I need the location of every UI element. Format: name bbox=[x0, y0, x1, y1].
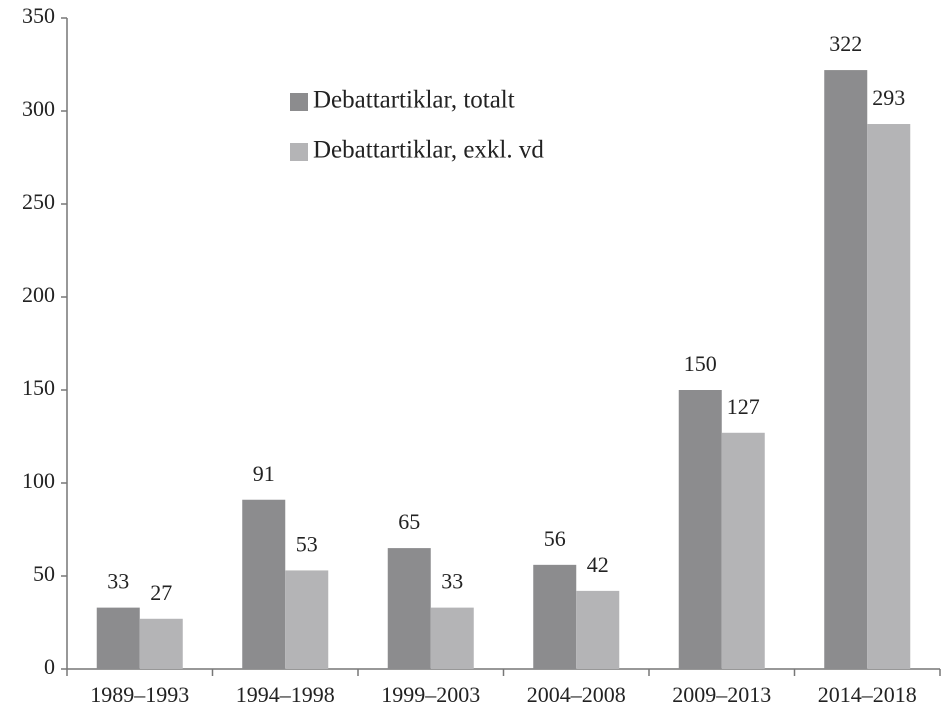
bar bbox=[242, 499, 286, 669]
bar bbox=[139, 618, 183, 669]
y-tick-label: 50 bbox=[33, 561, 55, 586]
data-label: 127 bbox=[727, 394, 760, 419]
y-tick-label: 200 bbox=[22, 282, 55, 307]
bar bbox=[576, 590, 620, 669]
y-tick-label: 250 bbox=[22, 189, 55, 214]
y-tick-label: 300 bbox=[22, 96, 55, 121]
bar bbox=[824, 70, 868, 669]
y-tick-label: 100 bbox=[22, 468, 55, 493]
bar bbox=[533, 564, 577, 669]
data-label: 42 bbox=[587, 552, 609, 577]
data-label: 53 bbox=[296, 531, 318, 556]
data-label: 33 bbox=[441, 569, 463, 594]
x-tick-label: 1994–1998 bbox=[236, 682, 335, 707]
bar bbox=[96, 607, 140, 669]
x-tick-label: 1989–1993 bbox=[90, 682, 189, 707]
bar bbox=[678, 390, 722, 669]
legend-swatch bbox=[290, 93, 308, 111]
data-label: 56 bbox=[544, 526, 566, 551]
legend-label: Debattartiklar, exkl. vd bbox=[313, 137, 544, 164]
y-tick-label: 150 bbox=[22, 375, 55, 400]
bar bbox=[721, 432, 765, 669]
data-label: 91 bbox=[253, 461, 275, 486]
data-label: 27 bbox=[150, 580, 172, 605]
x-tick-label: 2014–2018 bbox=[818, 682, 917, 707]
data-label: 33 bbox=[107, 569, 129, 594]
bar bbox=[430, 607, 474, 669]
data-label: 322 bbox=[829, 31, 862, 56]
y-tick-label: 350 bbox=[22, 3, 55, 28]
bar bbox=[285, 570, 329, 669]
legend-swatch bbox=[290, 143, 308, 161]
bar bbox=[387, 548, 431, 669]
y-tick-label: 0 bbox=[44, 654, 55, 679]
legend-label: Debattartiklar, totalt bbox=[313, 87, 515, 114]
data-label: 150 bbox=[684, 351, 717, 376]
x-tick-label: 2004–2008 bbox=[527, 682, 626, 707]
x-tick-label: 2009–2013 bbox=[672, 682, 771, 707]
bar bbox=[867, 124, 911, 669]
data-label: 65 bbox=[398, 509, 420, 534]
data-label: 293 bbox=[872, 85, 905, 110]
x-tick-label: 1999–2003 bbox=[381, 682, 480, 707]
